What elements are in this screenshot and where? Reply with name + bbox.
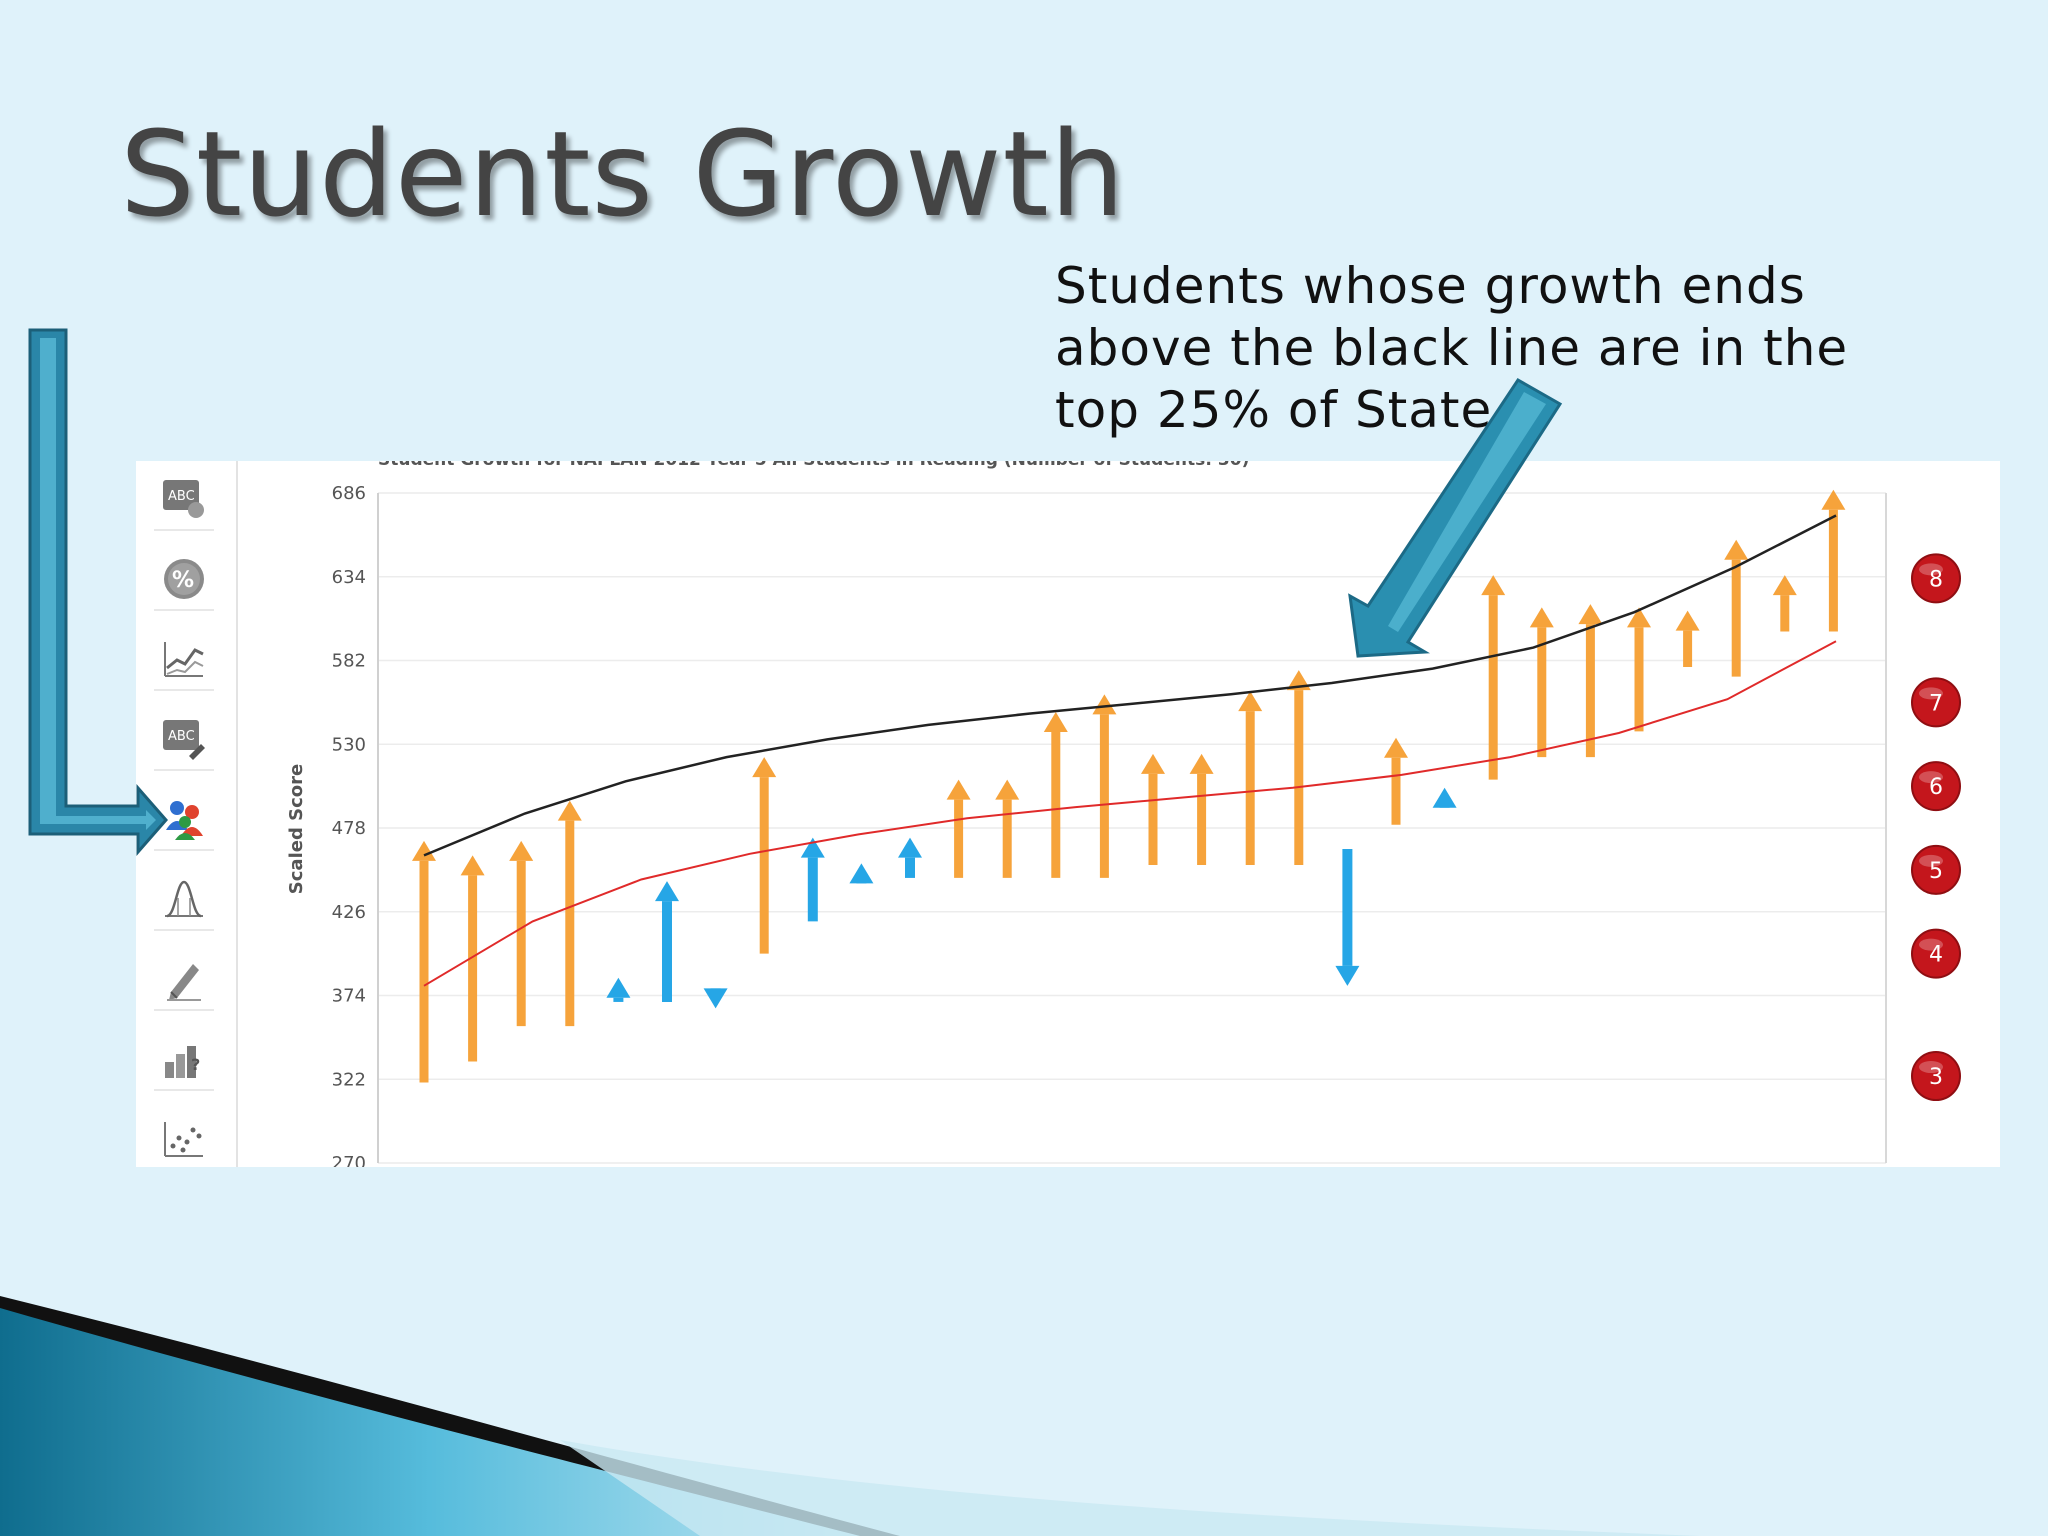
- callout-line-1: Students whose growth ends: [1055, 257, 1806, 315]
- trend-chart-icon[interactable]: [154, 629, 214, 691]
- student-growth-arrow: [1384, 737, 1408, 825]
- student-growth-arrow: [703, 988, 728, 1009]
- student-growth-arrow: [1238, 691, 1263, 866]
- bell-curve-icon[interactable]: [154, 869, 214, 931]
- student-growth-arrow: [1432, 787, 1457, 808]
- band-marker-label: 3: [1929, 1065, 1943, 1090]
- chart-title: Student Growth for NAPLAN 2012 Year 5 Al…: [378, 461, 1249, 470]
- student-growth-arrow: [752, 757, 777, 954]
- svg-text:?: ?: [191, 1055, 200, 1074]
- growth-chart: Student Growth for NAPLAN 2012 Year 5 Al…: [286, 461, 1961, 1167]
- student-growth-arrow: [898, 837, 922, 878]
- band-marker-shine: [1919, 1061, 1943, 1074]
- student-growth-arrow: [557, 800, 582, 1027]
- band-marker-shine: [1919, 687, 1943, 700]
- student-growth-icon[interactable]: [154, 789, 214, 851]
- y-axis-label: Scaled Score: [286, 764, 307, 894]
- bar-chart-question-icon[interactable]: ?: [154, 1029, 214, 1091]
- student-growth-arrow: [1821, 489, 1846, 632]
- student-growth-arrow: [1772, 575, 1797, 632]
- band-marker-shine: [1919, 771, 1943, 784]
- student-growth-arrow: [606, 977, 631, 1002]
- student-growth-arrow: [1578, 604, 1603, 758]
- student-growth-arrow: [412, 840, 436, 1083]
- student-growth-arrow: [1724, 539, 1749, 677]
- percent-icon[interactable]: %: [154, 549, 214, 611]
- pencil-icon[interactable]: [154, 949, 214, 1011]
- student-growth-arrow: [800, 837, 825, 922]
- band-marker: [1911, 928, 1961, 979]
- band-marker: [1911, 553, 1961, 604]
- band-marker-shine: [1919, 938, 1943, 951]
- student-growth-arrow: [509, 840, 534, 1027]
- top25-line: [423, 514, 1837, 857]
- student-growth-arrow: [995, 779, 1020, 878]
- student-growth-arrow: [460, 855, 485, 1062]
- student-growth-arrow: [1141, 753, 1165, 866]
- y-tick-label: 374: [332, 986, 366, 1007]
- band-marker-label: 4: [1929, 943, 1943, 968]
- svg-text:ABC: ABC: [168, 729, 195, 744]
- band-marker-label: 8: [1929, 567, 1943, 592]
- student-growth-arrow: [849, 863, 874, 884]
- band-marker-shine: [1919, 854, 1943, 867]
- band-marker-shine: [1919, 563, 1943, 576]
- scatter-plot-icon[interactable]: [154, 1109, 214, 1167]
- student-growth-arrow: [1092, 694, 1117, 878]
- y-tick-label: 634: [332, 567, 366, 588]
- student-growth-arrow: [1043, 712, 1068, 878]
- slide-title: Students Growth: [120, 105, 1126, 243]
- y-tick-label: 686: [332, 483, 366, 504]
- student-growth-arrow: [1675, 610, 1700, 667]
- band-marker: [1911, 1051, 1961, 1102]
- abc-report-icon[interactable]: ABC: [154, 469, 214, 531]
- y-tick-label: 270: [332, 1153, 366, 1167]
- y-tick-label: 478: [332, 818, 366, 839]
- y-tick-label: 582: [332, 651, 366, 672]
- chart-toolbar: ABC % ABC ?: [136, 461, 238, 1167]
- svg-text:%: %: [172, 568, 194, 593]
- student-growth-arrow: [946, 779, 971, 878]
- student-growth-arrow: [1189, 753, 1214, 866]
- band-marker: [1911, 844, 1961, 895]
- median-line: [423, 640, 1837, 987]
- y-tick-label: 530: [332, 734, 366, 755]
- y-tick-label: 426: [332, 902, 366, 923]
- student-growth-arrow: [1627, 607, 1651, 732]
- band-marker-label: 6: [1929, 775, 1943, 800]
- band-marker-label: 5: [1929, 859, 1943, 884]
- y-tick-label: 322: [332, 1069, 366, 1090]
- student-growth-arrow: [655, 881, 679, 1002]
- band-marker-label: 7: [1929, 691, 1943, 716]
- chart-panel: ABC % ABC ? Student Growth for NAPLAN 20…: [136, 461, 2000, 1167]
- abc-edit-icon[interactable]: ABC: [154, 709, 214, 771]
- svg-text:ABC: ABC: [168, 489, 195, 504]
- band-marker: [1911, 677, 1961, 728]
- callout-line-2: above the black line are in the: [1055, 319, 1849, 377]
- student-growth-arrow: [1335, 848, 1360, 986]
- band-marker: [1911, 761, 1961, 812]
